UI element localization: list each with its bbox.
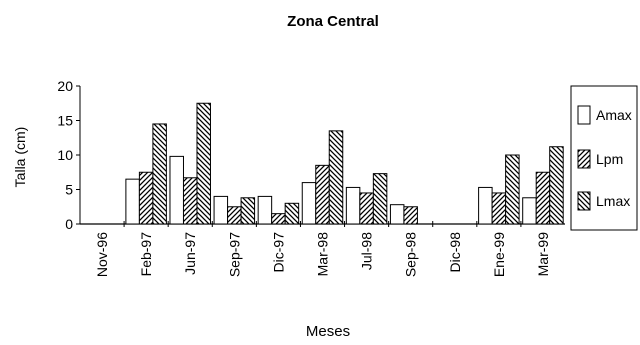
bar-lmax	[240, 197, 256, 225]
bar-lmax	[549, 146, 564, 225]
y-tick-label: 20	[57, 78, 73, 94]
bar-lmax	[372, 173, 388, 225]
bar-amax	[301, 182, 317, 225]
x-tick-label: Dic-98	[447, 232, 463, 273]
x-tick-label: Ene-99	[491, 232, 507, 277]
y-axis-label: Talla (cm)	[12, 127, 28, 188]
x-tick-label: Dic-97	[270, 232, 286, 273]
bar-lpm	[315, 164, 330, 225]
bar-amax	[257, 195, 273, 225]
x-tick-label: Jun-97	[182, 232, 198, 275]
legend-label-lmax: Lmax	[596, 193, 630, 209]
bar-amax	[478, 186, 493, 225]
bar-amax	[522, 197, 537, 225]
bars	[125, 102, 564, 225]
legend: Amax Lpm Lmax	[570, 85, 638, 231]
x-tick-label: Nov-96	[94, 232, 110, 277]
bar-amax	[345, 186, 361, 225]
bar-lmax	[284, 202, 300, 225]
legend-swatch-lpm	[577, 149, 591, 169]
bar-amax	[125, 178, 140, 225]
x-tick-label: Jul-98	[359, 232, 375, 270]
x-tick-labels: Nov-96 Feb-97 Jun-97 Sep-97 Dic-97 Mar-98 Jul-…	[94, 232, 551, 277]
x-tick-label: Mar-98	[315, 232, 331, 277]
bar-amax	[169, 155, 184, 225]
bar-lpm	[403, 206, 418, 225]
x-tick-label: Sep-98	[403, 232, 419, 277]
y-tick-label: 0	[65, 216, 73, 232]
x-tick-label: Sep-97	[226, 232, 242, 277]
x-tick-label: Mar-99	[535, 232, 551, 277]
legend-label-amax: Amax	[596, 107, 632, 123]
bar-lpm	[182, 177, 198, 225]
legend-swatch-amax	[577, 105, 591, 125]
bar-lpm	[359, 192, 374, 225]
bar-lpm	[138, 171, 154, 225]
legend-label-lpm: Lpm	[596, 151, 623, 167]
bar-lpm	[535, 171, 551, 225]
bar-amax	[213, 195, 229, 225]
legend-swatch-lmax	[577, 191, 591, 211]
bar-lpm	[271, 213, 286, 225]
bar-lmax	[152, 123, 167, 225]
y-tick-label: 10	[57, 147, 73, 163]
bar-lmax	[505, 154, 520, 225]
y-tick-label: 5	[65, 182, 73, 198]
bar-lpm	[491, 192, 507, 225]
chart-title: Zona Central	[287, 13, 379, 30]
bar-lmax	[196, 102, 211, 225]
x-tick-label: Feb-97	[138, 232, 154, 277]
x-axis-label: Meses	[306, 323, 350, 340]
y-tick-label: 15	[57, 113, 73, 129]
bar-amax	[389, 204, 405, 225]
bar-lpm	[227, 206, 242, 225]
bar-lmax	[328, 130, 344, 225]
